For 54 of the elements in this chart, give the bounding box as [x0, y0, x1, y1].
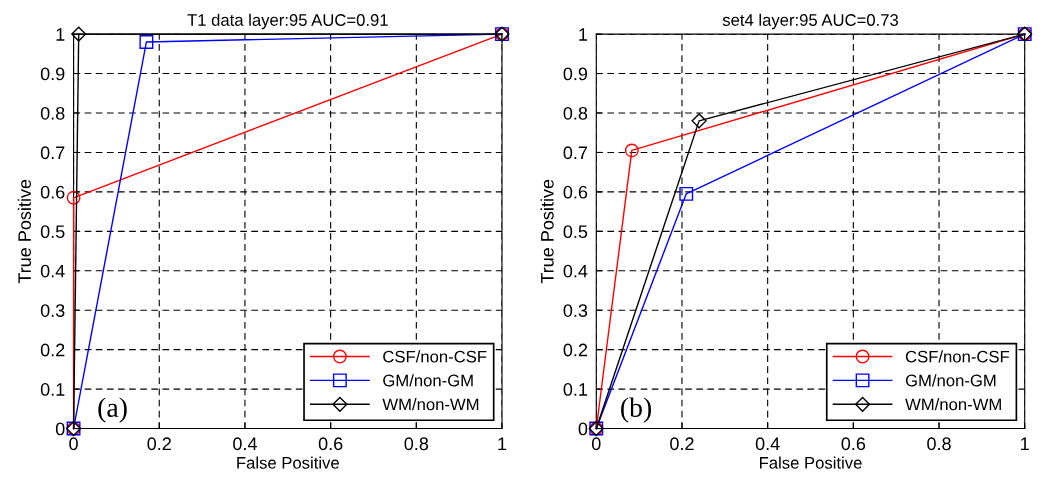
x-tick-label: 1 [498, 437, 507, 450]
chart-title: T1 data layer:95 AUC=0.91 [187, 13, 388, 30]
x-tick-label: 0.8 [404, 437, 429, 451]
legend-label: WM/non-WM [905, 398, 1001, 411]
legend-label: CSF/non-CSF [905, 350, 1010, 363]
point [679, 186, 694, 201]
point [66, 190, 81, 205]
y-tick-label: 0.5 [563, 225, 588, 239]
y-tick-label: 0.5 [40, 225, 65, 239]
y-tick-label: 0 [578, 422, 588, 436]
y-tick-label: 1 [56, 28, 65, 41]
y-tick-label: 0.6 [563, 185, 588, 199]
x-tick-label: 0.8 [927, 437, 951, 451]
y-axis-title: True Positive [17, 179, 32, 284]
y-tick-label: 0.3 [563, 304, 588, 317]
x-tick-label: 0 [69, 437, 78, 451]
x-axis-title: False Positive [237, 456, 339, 469]
y-tick-label: 0.8 [40, 106, 65, 120]
y-tick-label: 0.2 [40, 343, 65, 357]
y-tick-label: 0.6 [40, 185, 65, 199]
y-tick-label: 0.7 [563, 146, 588, 160]
legend-label: GM/non-GM [383, 374, 473, 387]
x-tick-label: 0.4 [233, 437, 257, 451]
chart-title: set4 layer:95 AUC=0.73 [722, 13, 899, 30]
x-tick-label: 0 [591, 437, 601, 451]
y-tick-label: 0.3 [40, 304, 65, 317]
x-axis-title: False Positive [760, 456, 862, 469]
y-tick-label: 0.8 [563, 106, 588, 120]
point [71, 26, 87, 42]
y-tick-label: 0.2 [563, 343, 588, 357]
annotation: (b) [621, 397, 652, 423]
y-tick-label: 0 [55, 422, 65, 436]
y-tick-label: 0.4 [563, 264, 588, 278]
y-axis-title: True Positive [540, 179, 554, 284]
annotation: (a) [98, 397, 127, 423]
point [624, 143, 639, 158]
point [691, 113, 707, 129]
y-tick-label: 0.1 [40, 383, 65, 396]
legend-label: WM/non-WM [382, 398, 479, 411]
legend-label: GM/non-GM [905, 374, 996, 387]
y-tick-label: 0.7 [40, 146, 65, 160]
legend-label: CSF/non-CSF [383, 350, 487, 363]
x-tick-label: 0.6 [318, 437, 343, 451]
x-tick-label: 0.6 [841, 437, 866, 451]
x-tick-label: 0.4 [755, 437, 780, 451]
y-tick-label: 0.4 [40, 264, 65, 278]
point [139, 35, 154, 49]
y-tick-label: 0.1 [563, 383, 588, 396]
y-tick-label: 0.9 [40, 67, 65, 81]
x-tick-label: 0.2 [147, 437, 171, 451]
y-tick-label: 1 [579, 28, 588, 41]
y-tick-label: 0.9 [563, 67, 588, 81]
x-tick-label: 0.2 [670, 437, 694, 451]
x-tick-label: 1 [1021, 437, 1029, 450]
